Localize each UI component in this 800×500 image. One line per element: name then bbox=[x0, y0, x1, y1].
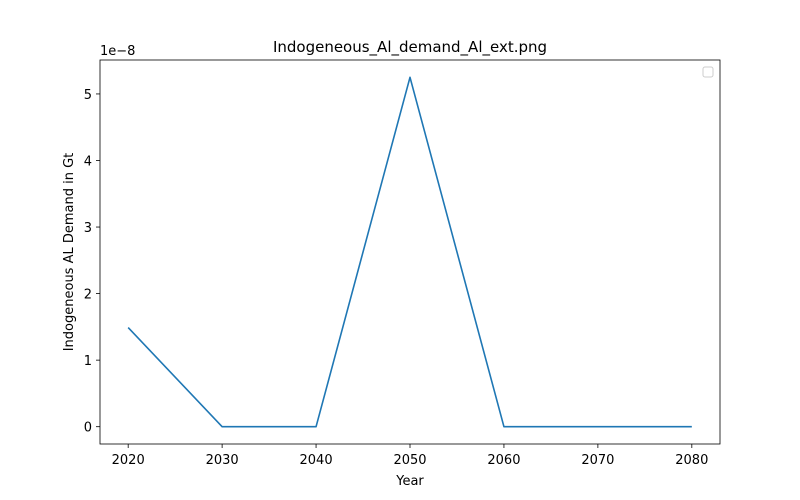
x-tick-label: 2020 bbox=[112, 453, 145, 468]
y-tick-label: 5 bbox=[84, 88, 92, 103]
y-tick-label: 4 bbox=[84, 154, 92, 169]
x-tick-label: 2040 bbox=[300, 453, 333, 468]
x-tick-label: 2050 bbox=[393, 453, 426, 468]
chart-title: Indogeneous_Al_demand_Al_ext.png bbox=[273, 38, 547, 57]
y-tick-label: 1 bbox=[84, 354, 92, 369]
series-layer bbox=[127, 76, 692, 428]
x-tick-label: 2070 bbox=[581, 453, 614, 468]
y-axis-offset-label: 1e−8 bbox=[100, 44, 135, 59]
legend-box bbox=[702, 66, 714, 78]
x-axis-ticks: 2020 2030 2040 2050 2060 2070 2080 bbox=[112, 444, 708, 468]
y-tick-label: 3 bbox=[84, 221, 92, 236]
y-axis-ticks: 0 1 2 3 4 5 bbox=[84, 88, 100, 436]
x-axis-label: Year bbox=[395, 474, 424, 489]
x-tick-label: 2060 bbox=[487, 453, 520, 468]
plot-area bbox=[99, 59, 721, 445]
x-tick-label: 2030 bbox=[206, 453, 239, 468]
x-tick-label: 2080 bbox=[675, 453, 708, 468]
y-axis-label: Indogeneous AL Demand in Gt bbox=[62, 153, 77, 352]
y-tick-label: 2 bbox=[84, 288, 92, 303]
y-tick-label: 0 bbox=[84, 421, 92, 436]
